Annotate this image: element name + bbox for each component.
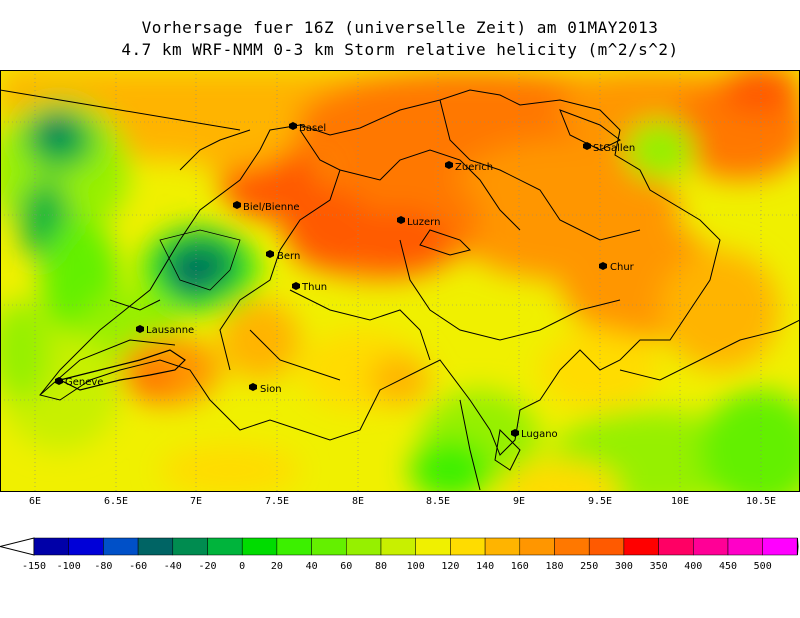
colorbar-label: -20 <box>198 561 217 572</box>
colorbar-label: -80 <box>94 561 113 572</box>
city-label-geneve: Geneve <box>65 377 103 388</box>
city-label-stgallen: StGallen <box>593 143 635 154</box>
x-tick-label: 8E <box>351 496 365 507</box>
colorbar-label: 160 <box>510 561 529 572</box>
colorbar-swatch <box>172 537 208 556</box>
city-sion: Sion <box>249 383 282 395</box>
city-lugano: Lugano <box>511 429 558 440</box>
colorbar <box>0 537 799 556</box>
colorbar-swatch <box>415 537 451 556</box>
colorbar-label: 40 <box>305 561 318 572</box>
colorbar-label: 140 <box>476 561 495 572</box>
colorbar-label: 400 <box>684 561 703 572</box>
city-label-lugano: Lugano <box>521 429 558 440</box>
colorbar-label: 20 <box>270 561 283 572</box>
x-tick-label: 6E <box>28 496 42 507</box>
colorbar-label: 180 <box>545 561 564 572</box>
colorbar-swatch <box>658 537 694 556</box>
city-label-luzern: Luzern <box>407 217 440 228</box>
city-label-bern: Bern <box>277 251 300 262</box>
helicity-field <box>0 70 800 492</box>
colorbar-label: -100 <box>56 561 81 572</box>
city-biel: Biel/Bienne <box>233 201 300 213</box>
colorbar-swatch <box>68 537 104 556</box>
city-luzern: Luzern <box>397 216 440 228</box>
city-geneve: Geneve <box>55 377 103 388</box>
city-label-sion: Sion <box>260 384 282 395</box>
colorbar-label: 350 <box>649 561 668 572</box>
colorbar-swatch <box>103 537 139 556</box>
colorbar-label: 250 <box>580 561 599 572</box>
helicity-map: Basel Zuerich StGallen Biel/Bienne Luzer… <box>0 70 800 492</box>
city-lausanne: Lausanne <box>136 325 194 336</box>
borders <box>0 89 800 491</box>
city-markers: Basel Zuerich StGallen Biel/Bienne Luzer… <box>55 122 635 440</box>
x-tick-label: 6.5E <box>103 496 129 507</box>
city-label-thun: Thun <box>301 282 327 293</box>
city-thun: Thun <box>292 282 327 293</box>
title-line-1: Vorhersage fuer 16Z (universelle Zeit) a… <box>141 18 659 37</box>
city-chur: Chur <box>599 262 635 273</box>
title-line-2: 4.7 km WRF-NMM 0-3 km Storm relative hel… <box>121 40 679 59</box>
colorbar-label: 60 <box>340 561 353 572</box>
city-bern: Bern <box>266 250 300 262</box>
colorbar-swatch <box>380 537 416 556</box>
city-label-zuerich: Zuerich <box>455 162 493 173</box>
x-tick-label: 8.5E <box>425 496 451 507</box>
colorbar-swatch <box>484 537 521 556</box>
colorbar-label: 300 <box>614 561 633 572</box>
colorbar-label: 500 <box>753 561 772 572</box>
colorbar-label: -60 <box>129 561 148 572</box>
swiss-border <box>39 89 721 456</box>
x-tick-label: 7E <box>189 496 203 507</box>
city-zuerich: Zuerich <box>445 161 493 173</box>
colorbar-swatch <box>241 537 278 556</box>
colorbar-label: 0 <box>239 561 246 572</box>
colorbar-swatch <box>727 537 763 556</box>
colorbar-label: 80 <box>374 561 388 572</box>
city-label-basel: Basel <box>299 123 326 134</box>
colorbar-swatch <box>311 537 347 556</box>
city-label-biel: Biel/Bienne <box>243 202 300 213</box>
colorbar-swatch <box>588 537 625 556</box>
colorbar-swatch <box>623 537 659 556</box>
colorbar-arrow-left <box>0 537 35 556</box>
colorbar-swatch <box>693 537 729 556</box>
colorbar-swatch <box>450 537 486 556</box>
colorbar-label: 100 <box>406 561 425 572</box>
x-tick-label: 10.5E <box>745 496 777 507</box>
colorbar-swatch <box>519 537 555 556</box>
colorbar-swatch <box>346 537 382 556</box>
city-basel: Basel <box>289 122 326 134</box>
x-tick-label: 9E <box>512 496 526 507</box>
lat-lon-grid <box>0 70 800 492</box>
colorbar-label: -40 <box>163 561 182 572</box>
city-label-lausanne: Lausanne <box>146 325 194 336</box>
city-stgallen: StGallen <box>583 142 635 154</box>
x-tick-label: 9.5E <box>587 496 613 507</box>
city-label-chur: Chur <box>610 262 635 273</box>
colorbar-label: 120 <box>441 561 460 572</box>
colorbar-label: 450 <box>718 561 738 572</box>
colorbar-arrow-right <box>796 537 799 556</box>
x-tick-label: 7.5E <box>264 496 290 507</box>
colorbar-swatch <box>137 537 174 556</box>
x-tick-label: 10E <box>670 496 690 507</box>
colorbar-swatch <box>762 537 798 556</box>
colorbar-swatch <box>276 537 312 556</box>
colorbar-swatch <box>33 537 69 556</box>
colorbar-label: -150 <box>21 561 47 572</box>
colorbar-swatch <box>207 537 243 556</box>
colorbar-swatch <box>554 537 590 556</box>
